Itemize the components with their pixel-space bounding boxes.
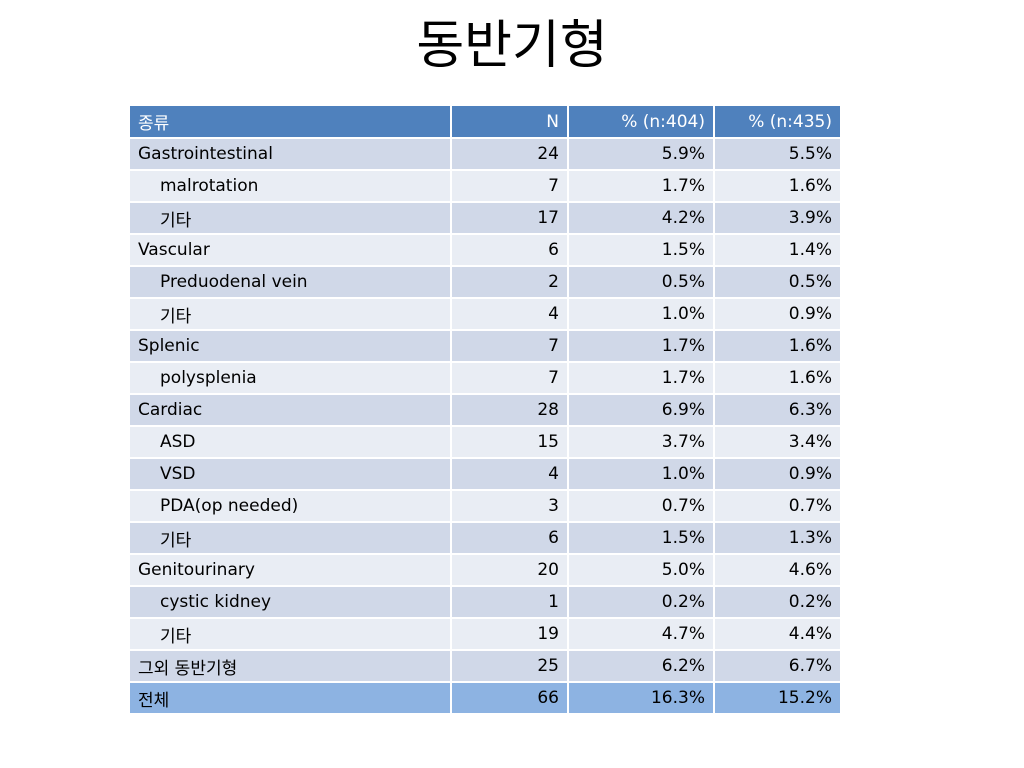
- row-percent-435-cell: 3.9%: [713, 201, 842, 235]
- row-percent-404-cell: 5.0%: [567, 553, 715, 587]
- total-percent-404-cell: 16.3%: [567, 681, 715, 715]
- row-percent-435-cell: 0.2%: [713, 585, 842, 619]
- total-label-cell: 전체: [128, 681, 452, 715]
- anomaly-table: 종류 N % (n:404) % (n:435) Gastrointestina…: [128, 104, 842, 715]
- row-percent-435-cell: 1.4%: [713, 233, 842, 267]
- row-percent-435-cell: 4.6%: [713, 553, 842, 587]
- table-row: Cardiac 28 6.9% 6.3%: [128, 393, 842, 427]
- table-row: Gastrointestinal 24 5.9% 5.5%: [128, 137, 842, 171]
- row-percent-435-cell: 4.4%: [713, 617, 842, 651]
- row-n-cell: 7: [450, 361, 569, 395]
- table-row: Splenic 7 1.7% 1.6%: [128, 329, 842, 363]
- row-percent-404-cell: 4.7%: [567, 617, 715, 651]
- row-percent-404-cell: 1.7%: [567, 169, 715, 203]
- row-percent-404-cell: 3.7%: [567, 425, 715, 459]
- row-percent-435-cell: 3.4%: [713, 425, 842, 459]
- header-percent-404: % (n:404): [567, 104, 715, 139]
- row-percent-435-cell: 1.6%: [713, 361, 842, 395]
- row-label-cell: Cardiac: [128, 393, 452, 427]
- row-percent-435-cell: 0.9%: [713, 457, 842, 491]
- table-row: malrotation 7 1.7% 1.6%: [128, 169, 842, 203]
- row-percent-435-cell: 1.6%: [713, 169, 842, 203]
- row-percent-435-cell: 0.9%: [713, 297, 842, 331]
- row-n-cell: 3: [450, 489, 569, 523]
- row-percent-404-cell: 1.7%: [567, 329, 715, 363]
- row-n-cell: 20: [450, 553, 569, 587]
- row-n-cell: 2: [450, 265, 569, 299]
- row-percent-435-cell: 6.3%: [713, 393, 842, 427]
- row-n-cell: 7: [450, 329, 569, 363]
- table-row: VSD 4 1.0% 0.9%: [128, 457, 842, 491]
- row-n-cell: 6: [450, 521, 569, 555]
- row-label-cell: 기타: [128, 297, 452, 331]
- row-label-cell: PDA(op needed): [128, 489, 452, 523]
- total-percent-435-cell: 15.2%: [713, 681, 842, 715]
- row-label-cell: polysplenia: [128, 361, 452, 395]
- row-n-cell: 24: [450, 137, 569, 171]
- row-label-cell: cystic kidney: [128, 585, 452, 619]
- row-percent-404-cell: 1.5%: [567, 233, 715, 267]
- row-n-cell: 1: [450, 585, 569, 619]
- table-row: ASD 15 3.7% 3.4%: [128, 425, 842, 459]
- row-percent-404-cell: 6.2%: [567, 649, 715, 683]
- row-n-cell: 6: [450, 233, 569, 267]
- row-label-cell: ASD: [128, 425, 452, 459]
- row-label-cell: Preduodenal vein: [128, 265, 452, 299]
- header-percent-435: % (n:435): [713, 104, 842, 139]
- row-percent-404-cell: 4.2%: [567, 201, 715, 235]
- table-row: 기타 6 1.5% 1.3%: [128, 521, 842, 555]
- table-row: Preduodenal vein 2 0.5% 0.5%: [128, 265, 842, 299]
- row-label-cell: malrotation: [128, 169, 452, 203]
- row-percent-435-cell: 6.7%: [713, 649, 842, 683]
- table-row: 기타 19 4.7% 4.4%: [128, 617, 842, 651]
- row-percent-435-cell: 0.5%: [713, 265, 842, 299]
- row-n-cell: 4: [450, 297, 569, 331]
- row-n-cell: 19: [450, 617, 569, 651]
- row-n-cell: 17: [450, 201, 569, 235]
- row-percent-404-cell: 0.7%: [567, 489, 715, 523]
- table-row: Genitourinary 20 5.0% 4.6%: [128, 553, 842, 587]
- row-percent-435-cell: 0.7%: [713, 489, 842, 523]
- row-n-cell: 25: [450, 649, 569, 683]
- table-row: 기타 4 1.0% 0.9%: [128, 297, 842, 331]
- row-label-cell: VSD: [128, 457, 452, 491]
- row-n-cell: 15: [450, 425, 569, 459]
- row-percent-435-cell: 1.6%: [713, 329, 842, 363]
- row-percent-404-cell: 1.5%: [567, 521, 715, 555]
- row-percent-435-cell: 5.5%: [713, 137, 842, 171]
- table-row: PDA(op needed) 3 0.7% 0.7%: [128, 489, 842, 523]
- row-n-cell: 7: [450, 169, 569, 203]
- row-n-cell: 4: [450, 457, 569, 491]
- table-body: Gastrointestinal 24 5.9% 5.5% malrotation 7 1.…: [128, 137, 842, 715]
- table-row: 그외 동반기형 25 6.2% 6.7%: [128, 649, 842, 683]
- table-row: Vascular 6 1.5% 1.4%: [128, 233, 842, 267]
- row-percent-404-cell: 6.9%: [567, 393, 715, 427]
- row-label-cell: 기타: [128, 201, 452, 235]
- data-table-container: 종류 N % (n:404) % (n:435) Gastrointestina…: [128, 104, 842, 715]
- table-total-row: 전체 66 16.3% 15.2%: [128, 681, 842, 715]
- row-label-cell: 기타: [128, 617, 452, 651]
- row-percent-404-cell: 1.0%: [567, 297, 715, 331]
- row-percent-404-cell: 0.2%: [567, 585, 715, 619]
- table-row: polysplenia 7 1.7% 1.6%: [128, 361, 842, 395]
- row-percent-404-cell: 0.5%: [567, 265, 715, 299]
- row-label-cell: Gastrointestinal: [128, 137, 452, 171]
- row-percent-404-cell: 5.9%: [567, 137, 715, 171]
- row-label-cell: Genitourinary: [128, 553, 452, 587]
- table-row: 기타 17 4.2% 3.9%: [128, 201, 842, 235]
- row-percent-404-cell: 1.0%: [567, 457, 715, 491]
- row-percent-404-cell: 1.7%: [567, 361, 715, 395]
- row-label-cell: Vascular: [128, 233, 452, 267]
- table-row: cystic kidney 1 0.2% 0.2%: [128, 585, 842, 619]
- row-label-cell: Splenic: [128, 329, 452, 363]
- row-label-cell: 그외 동반기형: [128, 649, 452, 683]
- row-n-cell: 28: [450, 393, 569, 427]
- header-type: 종류: [128, 104, 452, 139]
- table-header-row: 종류 N % (n:404) % (n:435): [128, 104, 842, 139]
- row-label-cell: 기타: [128, 521, 452, 555]
- header-n: N: [450, 104, 569, 139]
- slide-title: 동반기형: [416, 16, 608, 76]
- total-n-cell: 66: [450, 681, 569, 715]
- row-percent-435-cell: 1.3%: [713, 521, 842, 555]
